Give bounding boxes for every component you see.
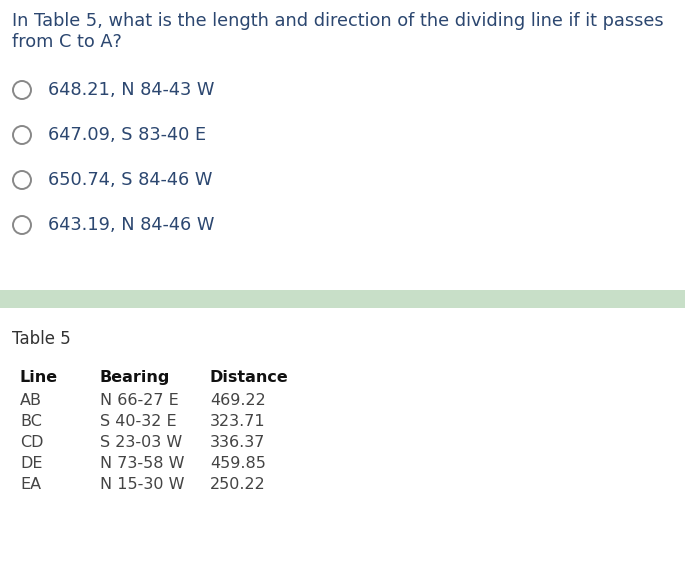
Text: AB: AB bbox=[20, 393, 42, 408]
FancyBboxPatch shape bbox=[0, 290, 685, 308]
Text: In Table 5, what is the length and direction of the dividing line if it passes: In Table 5, what is the length and direc… bbox=[12, 12, 664, 30]
Text: CD: CD bbox=[20, 435, 44, 450]
Text: 336.37: 336.37 bbox=[210, 435, 265, 450]
Text: 323.71: 323.71 bbox=[210, 414, 266, 429]
Text: Distance: Distance bbox=[210, 370, 289, 385]
Text: N 66-27 E: N 66-27 E bbox=[100, 393, 179, 408]
Text: 459.85: 459.85 bbox=[210, 456, 266, 471]
Text: S 40-32 E: S 40-32 E bbox=[100, 414, 177, 429]
Text: EA: EA bbox=[20, 477, 41, 492]
Text: BC: BC bbox=[20, 414, 42, 429]
Text: 469.22: 469.22 bbox=[210, 393, 266, 408]
Text: Table 5: Table 5 bbox=[12, 330, 71, 348]
Text: 650.74, S 84-46 W: 650.74, S 84-46 W bbox=[48, 171, 212, 189]
Text: 250.22: 250.22 bbox=[210, 477, 266, 492]
Text: N 73-58 W: N 73-58 W bbox=[100, 456, 184, 471]
Text: 647.09, S 83-40 E: 647.09, S 83-40 E bbox=[48, 126, 206, 144]
Text: 648.21, N 84-43 W: 648.21, N 84-43 W bbox=[48, 81, 214, 99]
Text: S 23-03 W: S 23-03 W bbox=[100, 435, 182, 450]
Text: Line: Line bbox=[20, 370, 58, 385]
Text: from C to A?: from C to A? bbox=[12, 33, 122, 51]
Text: DE: DE bbox=[20, 456, 42, 471]
Text: N 15-30 W: N 15-30 W bbox=[100, 477, 184, 492]
Text: Bearing: Bearing bbox=[100, 370, 171, 385]
Text: 643.19, N 84-46 W: 643.19, N 84-46 W bbox=[48, 216, 214, 234]
